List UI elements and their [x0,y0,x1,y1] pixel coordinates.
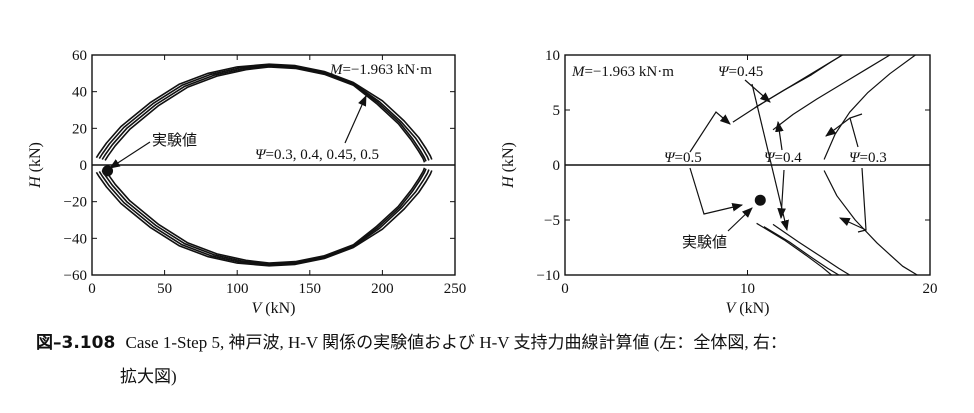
x-tick-label: 10 [740,281,755,297]
x-axis-symbol: V [252,300,264,317]
y-tick-label: 60 [72,48,87,64]
psi-label-03: Ψ=0.3 [849,150,887,166]
moment-annotation-symbol: M [329,62,344,78]
curve-lower-4 [823,170,918,275]
y-axis-unit: (kN) [500,142,517,176]
y-tick-label: 10 [545,48,560,64]
psi-label-045: Ψ=0.45 [718,64,763,80]
x-axis-label: V (kN) [726,300,770,317]
arrow-045-lower [751,83,789,232]
curve-lower-3 [101,168,427,265]
y-tick-label: −5 [544,213,560,229]
curve-upper-3 [772,55,891,131]
y-axis-label: H (kN) [500,142,517,189]
experimental-arrow [727,207,753,232]
curve-upper-2 [98,64,430,161]
arrow-03-upper-stem [849,113,863,148]
x-tick-label: 50 [157,281,172,297]
psi-annotation: Ψ=0.3, 0.4, 0.45, 0.5 [255,147,379,163]
experimental-label: 実験値 [682,234,727,251]
arrow-04-lower [777,169,786,220]
y-tick-label: 40 [72,85,87,101]
y-tick-label: 5 [553,103,561,119]
y-tick-label: 20 [72,121,87,137]
y-tick-label: −60 [64,268,87,284]
arrow-03-lower [839,217,867,231]
curve-upper-4 [823,55,916,160]
y-axis-unit: (kN) [27,142,44,176]
psi-annotation-symbol: Ψ [255,147,267,163]
arrow-03-upper [825,117,851,137]
curve-lower-1 [756,222,832,275]
y-tick-label: −40 [64,231,87,247]
moment-annotation-symbol: M [571,64,586,80]
curve-lower-2 [763,226,840,275]
experimental-point [754,194,766,206]
psi-annotation-value: =0.3, 0.4, 0.45, 0.5 [266,147,379,163]
x-axis-unit: (kN) [735,300,769,317]
arrow-03-lower-stem [857,167,867,233]
x-tick-label: 250 [444,281,467,297]
y-tick-label: −20 [64,195,87,211]
psi-label-05-symbol: Ψ [664,150,676,166]
moment-annotation: M=−1.963 kN·m [329,62,432,78]
curve-upper-3 [101,65,427,162]
arrow-04-upper [775,120,784,151]
arrow-05-upper [689,111,731,153]
moment-annotation-value: =−1.963 kN·m [585,64,675,80]
moment-annotation: M=−1.963 kN·m [571,64,674,80]
y-tick-label: −10 [537,268,560,284]
curve-upper-2 [754,55,843,109]
curve-lower-3 [772,223,851,275]
y-tick-label: 0 [80,158,88,174]
curve-lower-2 [98,169,430,266]
psi-label-05-value: =0.5 [675,150,702,166]
x-tick-label: 150 [299,281,322,297]
caption-line-1: Case 1-Step 5, 神戸波, H-V 関係の実験値および H-V 支持… [125,333,787,352]
experimental-arrow [109,141,151,169]
psi-arrow [344,95,367,144]
x-tick-label: 0 [561,281,569,297]
experimental-label: 実験値 [152,132,197,149]
psi-label-045-symbol: Ψ [718,64,730,80]
y-axis-symbol: H [27,175,44,189]
x-axis-unit: (kN) [261,300,295,317]
y-axis-symbol: H [500,175,517,189]
curve-upper-4 [104,66,426,163]
psi-label-045-value: =0.45 [729,64,764,80]
x-tick-label: 0 [88,281,96,297]
y-tick-label: 0 [553,158,561,174]
caption-number: 図–3.108 [36,333,116,353]
y-axis-label: H (kN) [27,142,44,189]
curve-lower-4 [104,167,426,264]
arrow-05-lower [689,167,744,215]
caption-line-2: 拡大図) [120,367,177,386]
psi-label-05: Ψ=0.5 [664,150,702,166]
figure-caption: 図–3.108 Case 1-Step 5, 神戸波, H-V 関係の実験値およ… [36,326,956,386]
moment-annotation-value: =−1.963 kN·m [343,62,433,78]
x-tick-label: 100 [226,281,249,297]
x-tick-label: 200 [371,281,394,297]
curve-lower-1 [95,170,433,267]
arrow-045-upper [744,79,771,103]
psi-label-04-value: =0.4 [775,150,803,166]
curve-upper-1 [95,63,433,160]
x-tick-label: 20 [923,281,938,297]
x-axis-label: V (kN) [252,300,296,317]
psi-label-03-value: =0.3 [860,150,887,166]
x-axis-symbol: V [726,300,738,317]
psi-label-03-symbol: Ψ [849,150,861,166]
